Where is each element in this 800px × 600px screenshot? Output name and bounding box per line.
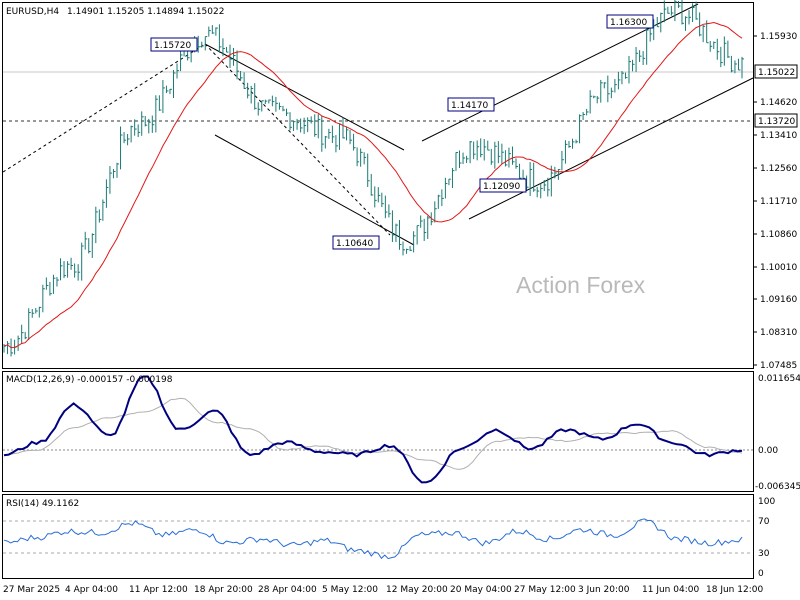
pivot-label-4: 1.12090	[479, 178, 527, 193]
main-header: EURUSD,H4 1.14901 1.15205 1.14894 1.1502…	[6, 7, 224, 17]
watermark: Action Forex	[516, 272, 646, 298]
y-tick-label: 1.13410	[760, 131, 797, 141]
x-tick-label: 28 Apr 04:00	[258, 585, 317, 595]
rsi-panel-frame	[2, 494, 754, 579]
y-tick-label: 1.12560	[760, 164, 797, 174]
x-tick-label: 18 Apr 20:00	[194, 585, 253, 595]
y-tick-label: 30	[758, 549, 770, 559]
pivot-label-2: 1.10640	[332, 235, 380, 250]
y-tick-label: -0.006345	[755, 482, 800, 492]
level-price-tag: 1.13720	[754, 113, 798, 128]
x-tick-label: 11 Jun 04:00	[642, 585, 699, 595]
x-tick-label: 3 Jun 20:00	[578, 585, 630, 595]
pivot-label-text: 1.14170	[451, 101, 488, 111]
y-tick-label: 0.00	[758, 446, 778, 456]
level-price-tag-text: 1.13720	[758, 117, 795, 127]
pivot-label-text: 1.12090	[483, 182, 520, 192]
pivot-label-1: 1.15720	[150, 37, 198, 52]
candle-series	[3, 0, 744, 357]
current-price-tag: 1.15022	[754, 64, 798, 79]
y-tick-label: 1.08310	[760, 328, 797, 338]
macd-header: MACD(12,26,9) -0.000157 -0.000198	[6, 375, 173, 385]
ohlc-values: 1.14901 1.15205 1.14894 1.15022	[67, 7, 224, 17]
rsi-line	[3, 518, 743, 560]
falling-channel-lower	[214, 134, 415, 246]
symbol-label: EURUSD,H4	[6, 7, 59, 17]
pivot-label-text: 1.15720	[154, 41, 191, 51]
main-y-axis: 1.15930 1.14620 1.13410 1.12560 1.11710 …	[753, 32, 797, 371]
trend-lines	[2, 3, 754, 246]
moving-average-line	[3, 21, 743, 349]
x-tick-label: 27 May 12:00	[514, 585, 576, 595]
x-axis: 27 Mar 2025 4 Apr 04:00 11 Apr 12:00 18 …	[3, 585, 763, 595]
y-tick-label: 1.14620	[760, 98, 797, 108]
long-dashed-trendline	[2, 43, 206, 173]
y-tick-label: 70	[758, 517, 770, 527]
falling-channel-mid	[204, 43, 391, 236]
y-tick-label: 1.09160	[760, 295, 797, 305]
macd-panel-frame	[2, 371, 754, 492]
y-tick-label: 1.15930	[760, 32, 797, 42]
macd-main-line	[3, 375, 743, 484]
y-tick-label: 100	[758, 497, 775, 507]
x-tick-label: 4 Apr 04:00	[65, 585, 118, 595]
y-tick-label: 1.10860	[760, 230, 797, 240]
main-panel-frame	[2, 2, 754, 369]
current-price-tag-text: 1.15022	[758, 68, 795, 78]
y-tick-label: 0.011654	[758, 374, 800, 384]
x-tick-label: 20 May 04:00	[450, 585, 512, 595]
pivot-label-text: 1.16300	[610, 18, 647, 28]
y-tick-label: 1.10010	[760, 263, 797, 273]
pivot-label-5: 1.16300	[606, 14, 654, 29]
x-tick-label: 11 Apr 12:00	[129, 585, 188, 595]
x-tick-label: 27 Mar 2025	[3, 585, 60, 595]
rsi-y-axis: 100 70 30 0	[758, 497, 775, 579]
y-tick-label: 1.11710	[760, 197, 797, 207]
falling-channel-upper	[204, 43, 405, 151]
pivot-label-text: 1.10640	[336, 239, 373, 249]
x-tick-label: 12 May 20:00	[386, 585, 448, 595]
macd-y-axis: 0.011654 0.00 -0.006345	[755, 374, 800, 492]
rsi-header: RSI(14) 49.1162	[6, 499, 79, 509]
x-tick-label: 5 May 12:00	[322, 585, 378, 595]
y-tick-label: 0	[758, 569, 764, 579]
x-tick-label: 18 Jun 12:00	[706, 585, 763, 595]
rising-channel-lower	[468, 77, 754, 220]
y-tick-label: 1.07485	[760, 361, 797, 371]
pivot-label-3: 1.14170	[447, 97, 495, 112]
